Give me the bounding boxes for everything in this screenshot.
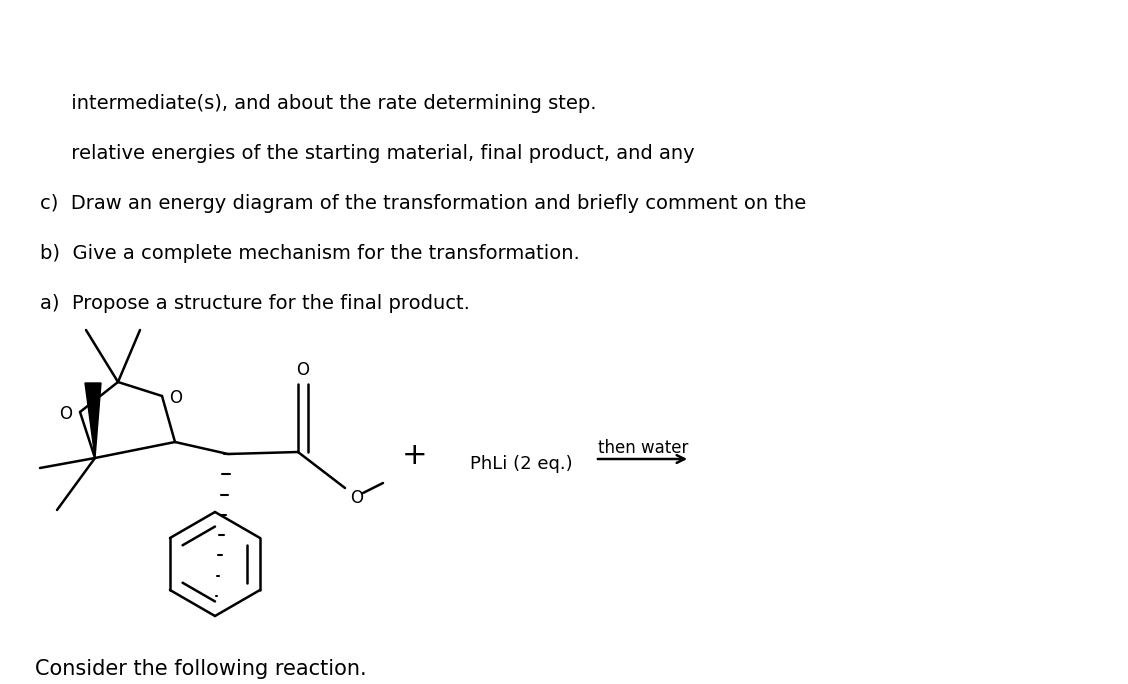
Text: PhLi (2 eq.): PhLi (2 eq.): [470, 455, 573, 473]
Text: relative energies of the starting material, final product, and any: relative energies of the starting materi…: [39, 144, 695, 163]
Text: O: O: [297, 361, 309, 379]
Text: O: O: [169, 389, 183, 407]
Polygon shape: [85, 383, 102, 458]
Text: Consider the following reaction.: Consider the following reaction.: [35, 659, 367, 679]
FancyArrowPatch shape: [598, 455, 685, 463]
Text: c)  Draw an energy diagram of the transformation and briefly comment on the: c) Draw an energy diagram of the transfo…: [39, 194, 807, 213]
Text: O: O: [60, 405, 72, 423]
Text: O: O: [351, 489, 363, 507]
Text: b)  Give a complete mechanism for the transformation.: b) Give a complete mechanism for the tra…: [39, 244, 580, 263]
Text: then water: then water: [598, 439, 688, 457]
Text: +: +: [403, 441, 428, 471]
Text: intermediate(s), and about the rate determining step.: intermediate(s), and about the rate dete…: [39, 94, 597, 113]
Text: a)  Propose a structure for the final product.: a) Propose a structure for the final pro…: [39, 294, 470, 313]
